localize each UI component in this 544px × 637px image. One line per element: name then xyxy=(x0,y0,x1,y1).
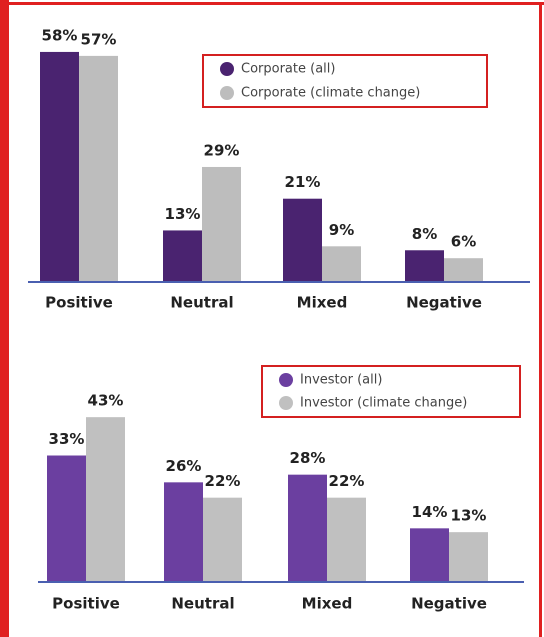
bar xyxy=(322,246,361,282)
bar xyxy=(444,258,483,282)
value-label: 26% xyxy=(166,457,202,475)
legend-label: Investor (all) xyxy=(300,373,382,388)
x-tick-label: Negative xyxy=(406,294,482,312)
x-tick-label: Negative xyxy=(411,595,487,613)
bar xyxy=(405,250,444,282)
value-label: 43% xyxy=(88,392,124,410)
value-label: 14% xyxy=(412,503,448,521)
value-label: 21% xyxy=(285,173,321,191)
x-tick-label: Neutral xyxy=(171,595,234,613)
x-tick-label: Mixed xyxy=(297,294,348,312)
bar xyxy=(327,497,366,582)
legend-box xyxy=(202,54,488,108)
legend-label: Corporate (climate change) xyxy=(241,86,420,101)
legend-label: Corporate (all) xyxy=(241,62,335,77)
bar xyxy=(86,417,125,582)
frame-right xyxy=(539,2,542,637)
bar xyxy=(79,55,118,283)
bar xyxy=(163,230,202,282)
x-tick-label: Mixed xyxy=(302,595,353,613)
bar xyxy=(202,166,241,282)
value-label: 8% xyxy=(412,225,437,243)
legend-swatch xyxy=(279,396,293,410)
bar xyxy=(203,497,242,582)
value-label: 33% xyxy=(49,430,85,448)
x-tick-label: Positive xyxy=(45,294,113,312)
bar xyxy=(164,482,203,582)
legend-swatch xyxy=(220,86,234,100)
bar xyxy=(40,51,79,282)
frame-left xyxy=(0,0,9,637)
value-label: 29% xyxy=(204,141,240,159)
bar xyxy=(288,474,327,582)
bar xyxy=(47,455,86,582)
value-label: 6% xyxy=(451,233,476,251)
value-label: 22% xyxy=(205,472,241,490)
x-tick-label: Positive xyxy=(52,595,120,613)
value-label: 58% xyxy=(42,26,78,44)
legend-swatch xyxy=(220,62,234,76)
legend-label: Investor (climate change) xyxy=(300,396,467,411)
legend-box xyxy=(261,365,521,418)
bar xyxy=(283,198,322,282)
value-label: 13% xyxy=(165,205,201,223)
frame-top xyxy=(0,2,544,5)
value-label: 28% xyxy=(290,449,326,467)
value-label: 57% xyxy=(81,30,117,48)
legend-swatch xyxy=(279,373,293,387)
value-label: 13% xyxy=(451,507,487,525)
x-tick-label: Neutral xyxy=(170,294,233,312)
bar xyxy=(410,528,449,582)
bar xyxy=(449,532,488,582)
value-label: 9% xyxy=(329,221,354,239)
value-label: 22% xyxy=(329,472,365,490)
